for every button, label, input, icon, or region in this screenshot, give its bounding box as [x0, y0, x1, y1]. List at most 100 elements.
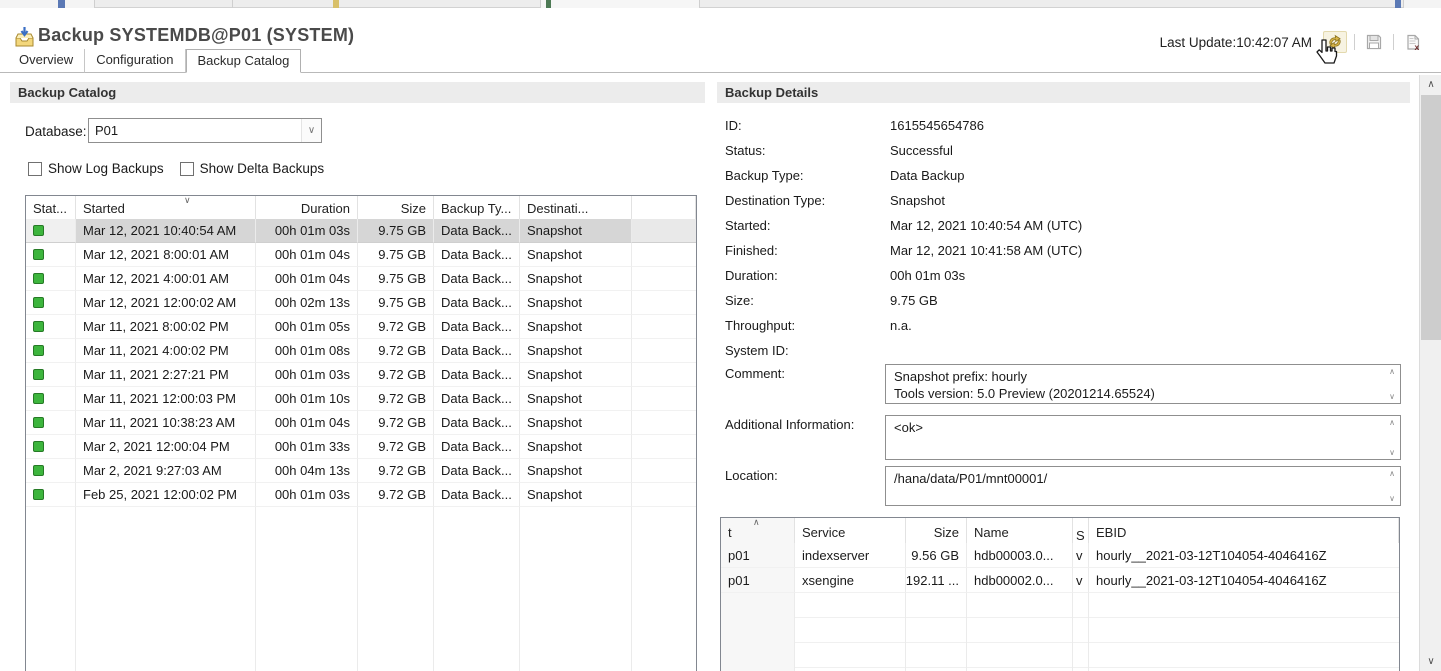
- column-header-ebid[interactable]: EBID: [1089, 518, 1399, 543]
- additional-info-box[interactable]: <ok> ∧ ∨: [885, 415, 1401, 460]
- column-header-backup-type[interactable]: Backup Ty...: [434, 196, 520, 219]
- additional-info-scroll[interactable]: ∧ ∨: [1386, 418, 1398, 457]
- detail-field-value: 1615545654786: [890, 118, 984, 133]
- cell-host: p01: [721, 543, 795, 568]
- detail-field-label: Finished:: [725, 243, 778, 258]
- tabs: Overview Configuration Backup Catalog: [8, 49, 302, 73]
- status-success-icon: [33, 225, 44, 236]
- detail-field-row: Throughput: n.a.: [725, 313, 1082, 338]
- cell-filler: [632, 219, 696, 243]
- show-log-backups-checkbox[interactable]: Show Log Backups: [28, 161, 164, 176]
- backup-tray-icon: [13, 26, 36, 51]
- catalog-table-header: ∨ Stat... Started Duration Size Backup T…: [26, 196, 696, 219]
- vertical-scrollbar[interactable]: ∧ ∨: [1419, 75, 1441, 671]
- column-header-duration[interactable]: Duration: [256, 196, 358, 219]
- save-button[interactable]: [1362, 31, 1386, 53]
- column-header-destination[interactable]: Destinati...: [520, 196, 632, 219]
- cell-duration: 00h 01m 04s: [256, 411, 358, 435]
- parts-table-row[interactable]: p01 indexserver 9.56 GB hdb00003.0... v …: [721, 543, 1399, 568]
- top-window-strip: [0, 0, 1441, 8]
- detail-field-label: Duration:: [725, 268, 778, 283]
- cell-status: [26, 435, 76, 459]
- cell-duration: 00h 01m 33s: [256, 435, 358, 459]
- catalog-table-row[interactable]: Mar 11, 2021 8:00:02 PM 00h 01m 05s 9.72…: [26, 315, 696, 339]
- top-strip-tab: [1403, 0, 1441, 8]
- last-update-label: Last Update:10:42:07 AM: [1159, 34, 1312, 50]
- cell-destination: Snapshot: [520, 459, 632, 483]
- cell-duration: 00h 01m 04s: [256, 267, 358, 291]
- parts-table-row[interactable]: p01 xsengine 192.11 ... hdb00002.0... v …: [721, 568, 1399, 593]
- location-text: /hana/data/P01/mnt00001/: [894, 471, 1048, 486]
- column-header-host[interactable]: t: [721, 518, 795, 543]
- cell-duration: 00h 01m 03s: [256, 363, 358, 387]
- cell-duration: 00h 01m 05s: [256, 315, 358, 339]
- catalog-table-row[interactable]: Mar 12, 2021 8:00:01 AM 00h 01m 04s 9.75…: [26, 243, 696, 267]
- cell-backup-type: Data Back...: [434, 435, 520, 459]
- column-header-source[interactable]: S: [1073, 518, 1089, 543]
- scroll-up-icon: ∧: [1389, 469, 1395, 478]
- scroll-up-icon: ∧: [1389, 367, 1395, 376]
- cell-size: 9.75 GB: [358, 291, 434, 315]
- detail-field-label: ID:: [725, 118, 742, 133]
- column-header-name[interactable]: Name: [967, 518, 1073, 543]
- tab[interactable]: Configuration: [85, 49, 186, 73]
- cell-started: Mar 11, 2021 2:27:21 PM: [76, 363, 256, 387]
- catalog-table-row[interactable]: Mar 12, 2021 12:00:02 AM 00h 02m 13s 9.7…: [26, 291, 696, 315]
- cell-destination: Snapshot: [520, 291, 632, 315]
- cell-status: [26, 411, 76, 435]
- cell-host: p01: [721, 568, 795, 593]
- comment-scroll[interactable]: ∧ ∨: [1386, 367, 1398, 401]
- show-delta-backups-checkbox[interactable]: Show Delta Backups: [179, 161, 325, 176]
- editor-header: Backup SYSTEMDB@P01 (SYSTEM) Last Update…: [0, 9, 1441, 53]
- column-header-size[interactable]: Size: [358, 196, 434, 219]
- parts-table-empty-area: [721, 593, 1399, 671]
- scroll-down-icon: ∨: [1389, 494, 1395, 503]
- chevron-down-icon[interactable]: ∨: [301, 119, 321, 142]
- checkbox-label: Show Delta Backups: [199, 161, 325, 176]
- top-strip-icon-fragment: [58, 0, 65, 8]
- location-box[interactable]: /hana/data/P01/mnt00001/ ∧ ∨: [885, 466, 1401, 506]
- detail-field-value: n.a.: [890, 318, 912, 333]
- catalog-table-row[interactable]: Mar 11, 2021 12:00:03 PM 00h 01m 10s 9.7…: [26, 387, 696, 411]
- catalog-table-row[interactable]: Mar 12, 2021 10:40:54 AM 00h 01m 03s 9.7…: [26, 219, 696, 243]
- scrollbar-down-button[interactable]: ∨: [1427, 656, 1435, 667]
- document-x-button[interactable]: x: [1401, 31, 1425, 53]
- cell-duration: 00h 01m 10s: [256, 387, 358, 411]
- comment-text: Snapshot prefix: hourly Tools version: 5…: [894, 369, 1155, 401]
- scrollbar-thumb[interactable]: [1421, 95, 1441, 340]
- detail-field-row: Duration: 00h 01m 03s: [725, 263, 1082, 288]
- scrollbar-up-button[interactable]: ∧: [1427, 79, 1435, 90]
- cell-name: hdb00002.0...: [967, 568, 1073, 593]
- catalog-table-row[interactable]: Mar 11, 2021 10:38:23 AM 00h 01m 04s 9.7…: [26, 411, 696, 435]
- detail-field-value: 9.75 GB: [890, 293, 938, 308]
- cell-backup-type: Data Back...: [434, 483, 520, 507]
- cell-status: [26, 459, 76, 483]
- detail-field-value: 00h 01m 03s: [890, 268, 966, 283]
- database-select[interactable]: P01 ∨: [88, 118, 322, 143]
- tab[interactable]: Backup Catalog: [185, 49, 302, 73]
- catalog-table-row[interactable]: Feb 25, 2021 12:00:02 PM 00h 01m 03s 9.7…: [26, 483, 696, 507]
- catalog-table-row[interactable]: Mar 11, 2021 2:27:21 PM 00h 01m 03s 9.72…: [26, 363, 696, 387]
- column-header-started[interactable]: Started: [76, 196, 256, 219]
- svg-text:x: x: [1414, 42, 1419, 51]
- cell-started: Mar 11, 2021 4:00:02 PM: [76, 339, 256, 363]
- comment-label: Comment:: [725, 366, 785, 381]
- comment-box[interactable]: Snapshot prefix: hourly Tools version: 5…: [885, 364, 1401, 404]
- detail-field-value: Mar 12, 2021 10:41:58 AM (UTC): [890, 243, 1083, 258]
- catalog-table-row[interactable]: Mar 2, 2021 9:27:03 AM 00h 04m 13s 9.72 …: [26, 459, 696, 483]
- cell-filler: [632, 339, 696, 363]
- checkbox-icon[interactable]: [179, 161, 194, 176]
- column-header-status[interactable]: Stat...: [26, 196, 76, 219]
- column-header-part-size[interactable]: Size: [906, 518, 967, 543]
- catalog-table-row[interactable]: Mar 11, 2021 4:00:02 PM 00h 01m 08s 9.72…: [26, 339, 696, 363]
- page-title: Backup SYSTEMDB@P01 (SYSTEM): [38, 25, 355, 45]
- column-header-service[interactable]: Service: [795, 518, 906, 543]
- catalog-table-row[interactable]: Mar 12, 2021 4:00:01 AM 00h 01m 04s 9.75…: [26, 267, 696, 291]
- location-scroll[interactable]: ∧ ∨: [1386, 469, 1398, 503]
- cell-status: [26, 219, 76, 243]
- cell-size: 9.75 GB: [358, 219, 434, 243]
- cell-destination: Snapshot: [520, 411, 632, 435]
- tab[interactable]: Overview: [8, 49, 86, 73]
- catalog-table-row[interactable]: Mar 2, 2021 12:00:04 PM 00h 01m 33s 9.72…: [26, 435, 696, 459]
- checkbox-icon[interactable]: [28, 161, 42, 176]
